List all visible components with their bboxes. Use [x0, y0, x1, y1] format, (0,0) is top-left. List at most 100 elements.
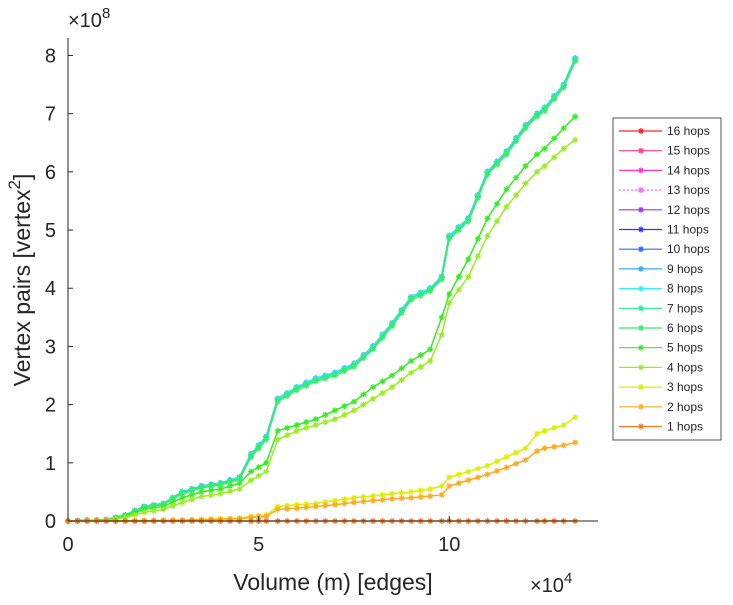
data-point-marker — [572, 58, 579, 65]
data-point-marker — [572, 439, 579, 446]
data-point-marker — [284, 505, 291, 512]
data-point-marker — [398, 495, 405, 502]
data-point-marker — [398, 376, 405, 383]
data-point-marker — [274, 506, 281, 513]
data-point-marker — [408, 494, 415, 501]
legend: 16 hops 15 hops 14 hops 13 hops 12 hops 11 ho… — [612, 117, 722, 441]
data-point-marker — [379, 491, 386, 498]
data-point-marker — [455, 480, 462, 487]
data-point-marker — [312, 378, 319, 385]
data-point-marker — [350, 494, 357, 501]
data-point-marker — [551, 154, 558, 161]
legend-item: 8 hops — [619, 282, 703, 296]
legend-marker-icon — [638, 403, 644, 410]
y-tick-label: 0 — [45, 511, 56, 533]
data-point-marker — [248, 468, 255, 475]
y-tick-label: 7 — [45, 104, 56, 126]
data-point-marker — [198, 493, 205, 500]
data-point-marker — [438, 314, 445, 321]
data-point-marker — [179, 490, 186, 497]
data-point-marker — [522, 125, 529, 132]
series-line — [67, 58, 576, 522]
legend-marker-icon — [638, 147, 644, 154]
series-line — [67, 58, 576, 522]
legend-label: 14 hops — [667, 163, 710, 177]
data-point-marker — [322, 419, 329, 426]
data-point-marker — [227, 488, 234, 495]
data-point-marker — [446, 291, 453, 298]
legend-label: 3 hops — [667, 380, 703, 394]
legend-item: 7 hops — [619, 301, 703, 315]
legend-item: 4 hops — [619, 360, 703, 374]
y-tick-label: 3 — [45, 336, 56, 358]
data-point-marker — [274, 427, 281, 434]
data-point-marker — [572, 113, 579, 120]
data-point-marker — [503, 151, 510, 158]
data-point-marker — [551, 135, 558, 142]
data-point-marker — [465, 256, 472, 263]
data-point-marker — [560, 145, 567, 152]
series-2-hops — [65, 439, 579, 524]
series-6-hops — [65, 58, 579, 524]
legend-item: 15 hops — [619, 144, 710, 158]
legend-marker-icon — [638, 187, 644, 194]
data-point-marker — [493, 218, 500, 225]
data-point-marker — [322, 375, 329, 382]
data-point-marker — [248, 477, 255, 484]
series-7-hops — [65, 56, 579, 524]
legend-label: 12 hops — [667, 203, 710, 217]
data-point-marker — [533, 151, 540, 158]
series-12-hops — [65, 55, 579, 524]
series-11-hops — [65, 55, 579, 524]
series-10-hops — [65, 55, 579, 524]
data-point-marker — [379, 389, 386, 396]
data-point-marker — [360, 391, 367, 398]
ticks: 0 5 10 0 1 2 3 4 5 6 7 8 — [45, 45, 461, 556]
y-tick-label: 1 — [45, 453, 56, 475]
data-point-marker — [560, 442, 567, 449]
data-point-marker — [370, 384, 377, 391]
data-point-marker — [522, 456, 529, 463]
data-point-marker — [446, 299, 453, 306]
plot-area — [65, 55, 579, 524]
legend-marker-icon — [638, 285, 644, 292]
series-4-hops — [65, 136, 579, 524]
data-point-marker — [379, 496, 386, 503]
data-point-marker — [541, 145, 548, 152]
legend-marker-icon — [638, 384, 644, 391]
data-point-marker — [446, 235, 453, 242]
series-16-hops — [65, 55, 579, 524]
data-point-marker — [160, 506, 167, 513]
legend-marker-icon — [638, 246, 644, 253]
legend-marker-icon — [638, 364, 644, 371]
data-point-marker — [303, 501, 310, 508]
data-point-marker — [551, 424, 558, 431]
data-point-marker — [438, 483, 445, 490]
data-point-marker — [503, 203, 510, 210]
data-point-marker — [465, 477, 472, 484]
legend-label: 8 hops — [667, 282, 703, 296]
data-point-marker — [293, 427, 300, 434]
data-point-marker — [398, 489, 405, 496]
data-point-marker — [331, 416, 338, 423]
data-point-marker — [455, 286, 462, 293]
data-point-marker — [398, 365, 405, 372]
data-point-marker — [331, 372, 338, 379]
data-point-marker — [341, 411, 348, 418]
data-point-marker — [474, 253, 481, 260]
data-point-marker — [312, 416, 319, 423]
series-line — [67, 58, 576, 522]
data-point-marker — [408, 357, 415, 364]
data-point-marker — [198, 484, 205, 491]
data-point-marker — [150, 507, 157, 514]
data-point-marker — [350, 407, 357, 414]
data-point-marker — [389, 372, 396, 379]
data-point-marker — [551, 96, 558, 103]
data-point-marker — [427, 346, 434, 353]
data-point-marker — [293, 501, 300, 508]
data-point-marker — [474, 235, 481, 242]
data-point-marker — [503, 186, 510, 193]
data-point-marker — [522, 163, 529, 170]
data-point-marker — [341, 500, 348, 507]
data-point-marker — [350, 499, 357, 506]
